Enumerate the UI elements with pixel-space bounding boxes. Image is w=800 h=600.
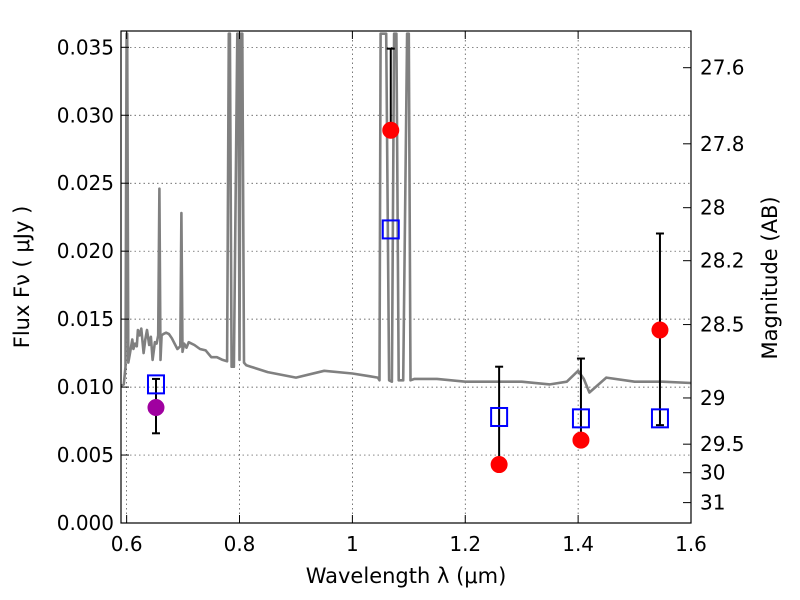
- observed-points: [147, 121, 669, 474]
- model-photometry-square: [650, 408, 669, 429]
- model-photometry-square: [490, 406, 509, 427]
- y-tick-label: 0.025: [57, 171, 114, 195]
- observed-red-point: [382, 121, 400, 139]
- axes-frame: [120, 30, 692, 524]
- plot-area: [121, 32, 691, 474]
- y-tick-label: 0.035: [57, 35, 114, 59]
- observed-red-point: [651, 321, 669, 339]
- x-tick-labels: 0.6 0.8 1 1.2 1.4 1.6: [111, 532, 707, 556]
- observed-red-point: [572, 431, 590, 449]
- y2-tick-label: 28.2: [700, 249, 745, 273]
- y-axis-label: Flux Fν ( μJy ): [10, 206, 34, 349]
- y-tick-label: 0.015: [57, 307, 114, 331]
- x-tick-label: 0.8: [224, 532, 256, 556]
- x-tick-label: 1: [346, 532, 359, 556]
- y2-tick-label: 30: [700, 461, 725, 485]
- y2-tick-label: 27.6: [700, 56, 745, 80]
- y-tick-labels: 0.000 0.005 0.010 0.015 0.020 0.025 0.030 0.035: [57, 35, 114, 535]
- y2-axis-label: Magnitude (AB): [758, 196, 782, 359]
- x-tick-label: 1.4: [562, 532, 594, 556]
- observed-magenta-point: [147, 398, 165, 416]
- y2-tick-label: 28.5: [700, 313, 745, 337]
- y-tick-label: 0.020: [57, 239, 114, 263]
- model-photometry-square: [381, 219, 400, 240]
- model-photometry-square: [571, 408, 590, 429]
- x-tick-label: 0.6: [111, 532, 143, 556]
- model-photometry-square: [146, 374, 165, 395]
- axis-ticks: [121, 31, 692, 524]
- y2-tick-label: 27.8: [700, 132, 745, 156]
- x-axis-label: Wavelength λ (μm): [306, 564, 507, 588]
- y-tick-label: 0.030: [57, 103, 114, 127]
- y-tick-label: 0.010: [57, 375, 114, 399]
- model-spectrum-line: [121, 32, 691, 394]
- y2-tick-label: 28: [700, 196, 725, 220]
- model-photometry-squares: [146, 219, 669, 429]
- y2-tick-label: 31: [700, 491, 725, 515]
- y-tick-label: 0.005: [57, 443, 114, 467]
- y2-tick-labels: 27.6 27.8 28 28.2 28.5 29 29.5 30 31: [700, 56, 745, 515]
- y2-tick-label: 29.5: [700, 432, 745, 456]
- y2-tick-label: 29: [700, 386, 725, 410]
- x-tick-label: 1.6: [675, 532, 707, 556]
- y-tick-label: 0.000: [57, 511, 114, 535]
- observed-red-point: [490, 456, 508, 474]
- x-tick-label: 1.2: [449, 532, 481, 556]
